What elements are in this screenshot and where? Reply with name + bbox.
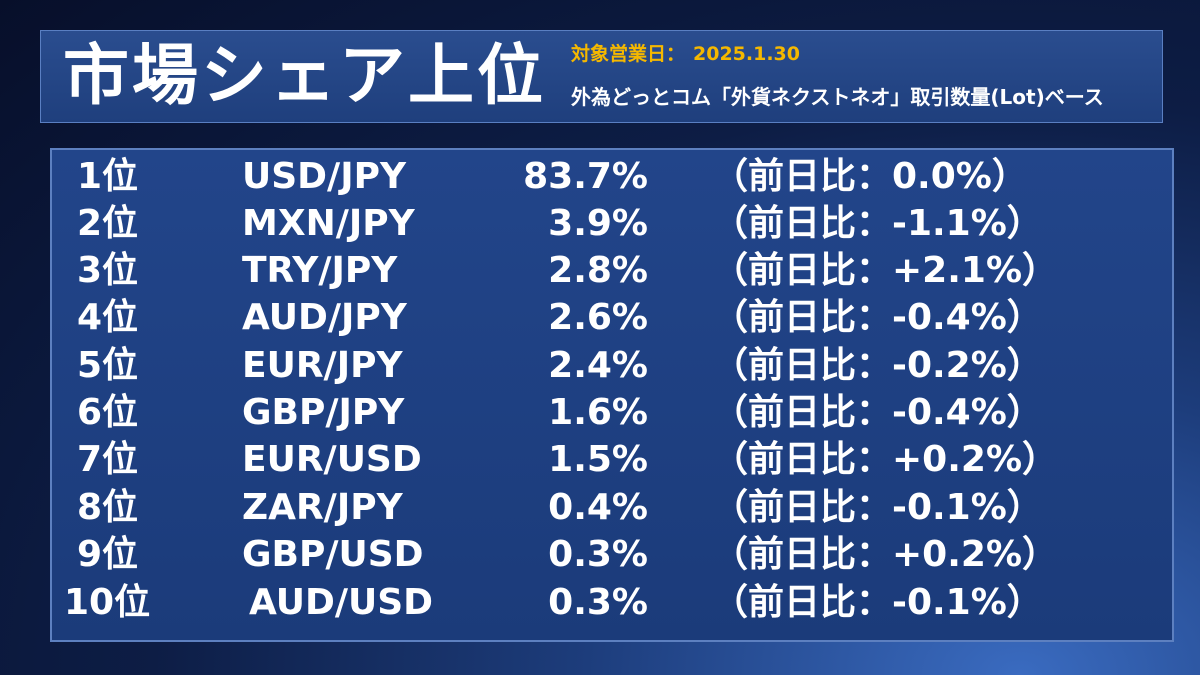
currency-pair: GBP/USD xyxy=(242,534,424,575)
currency-pair: AUD/JPY xyxy=(242,297,407,338)
rank-label: 5位 xyxy=(77,345,139,386)
business-date-value: 2025.1.30 xyxy=(693,43,800,65)
table-row: 5位 EUR/JPY 2.4% （前日比：-0.2%） xyxy=(52,343,1172,389)
market-share: 2.8% xyxy=(548,250,648,291)
day-over-day-change: （前日比：-0.1%） xyxy=(712,487,1043,528)
table-row: 10位 AUD/USD 0.3% （前日比：-0.1%） xyxy=(52,580,1172,626)
market-share: 2.6% xyxy=(548,297,648,338)
day-over-day-change: （前日比：-0.4%） xyxy=(712,297,1043,338)
table-row: 8位 ZAR/JPY 0.4% （前日比：-0.1%） xyxy=(52,485,1172,531)
data-basis-subtitle: 外為どっとコム「外貨ネクストネオ」取引数量(Lot)ベース xyxy=(571,85,1104,109)
day-over-day-change: （前日比：-1.1%） xyxy=(712,203,1043,244)
rank-label: 2位 xyxy=(77,203,139,244)
currency-pair: MXN/JPY xyxy=(242,203,415,244)
table-row: 6位 GBP/JPY 1.6% （前日比：-0.4%） xyxy=(52,390,1172,436)
market-share: 0.4% xyxy=(548,487,648,528)
market-share: 83.7% xyxy=(523,156,648,197)
currency-pair: USD/JPY xyxy=(242,156,407,197)
currency-pair: EUR/USD xyxy=(242,439,422,480)
currency-pair: AUD/USD xyxy=(249,582,434,623)
rank-label: 7位 xyxy=(77,439,139,480)
rank-label: 3位 xyxy=(77,250,139,291)
ranking-table: 1位 USD/JPY 83.7% （前日比：0.0%） 2位 MXN/JPY 3… xyxy=(50,148,1174,642)
market-share: 0.3% xyxy=(548,534,648,575)
table-row: 7位 EUR/USD 1.5% （前日比：+0.2%） xyxy=(52,437,1172,483)
rank-label: 6位 xyxy=(77,392,139,433)
rank-label: 8位 xyxy=(77,487,139,528)
market-share: 2.4% xyxy=(548,345,648,386)
rank-label: 10位 xyxy=(64,582,151,623)
market-share: 1.6% xyxy=(548,392,648,433)
currency-pair: EUR/JPY xyxy=(242,345,403,386)
day-over-day-change: （前日比：0.0%） xyxy=(712,156,1028,197)
market-share: 1.5% xyxy=(548,439,648,480)
table-row: 4位 AUD/JPY 2.6% （前日比：-0.4%） xyxy=(52,295,1172,341)
rank-label: 4位 xyxy=(77,297,139,338)
day-over-day-change: （前日比：+0.2%） xyxy=(712,439,1059,480)
day-over-day-change: （前日比：+2.1%） xyxy=(712,250,1059,291)
day-over-day-change: （前日比：-0.2%） xyxy=(712,345,1043,386)
business-date-label: 対象営業日： xyxy=(571,43,686,65)
table-row: 2位 MXN/JPY 3.9% （前日比：-1.1%） xyxy=(52,201,1172,247)
table-row: 3位 TRY/JPY 2.8% （前日比：+2.1%） xyxy=(52,248,1172,294)
page-title: 市場シェア上位 xyxy=(63,37,546,114)
table-row: 1位 USD/JPY 83.7% （前日比：0.0%） xyxy=(52,154,1172,200)
currency-pair: ZAR/JPY xyxy=(242,487,403,528)
market-share: 0.3% xyxy=(548,582,648,623)
day-over-day-change: （前日比：+0.2%） xyxy=(712,534,1059,575)
day-over-day-change: （前日比：-0.4%） xyxy=(712,392,1043,433)
rank-label: 9位 xyxy=(77,534,139,575)
day-over-day-change: （前日比：-0.1%） xyxy=(712,582,1043,623)
header-panel: 市場シェア上位 対象営業日： 2025.1.30 外為どっとコム「外貨ネクストネオ… xyxy=(40,30,1163,123)
currency-pair: GBP/JPY xyxy=(242,392,405,433)
market-share: 3.9% xyxy=(548,203,648,244)
currency-pair: TRY/JPY xyxy=(242,250,398,291)
business-date: 対象営業日： 2025.1.30 xyxy=(571,39,800,66)
table-row: 9位 GBP/USD 0.3% （前日比：+0.2%） xyxy=(52,532,1172,578)
rank-label: 1位 xyxy=(77,156,139,197)
